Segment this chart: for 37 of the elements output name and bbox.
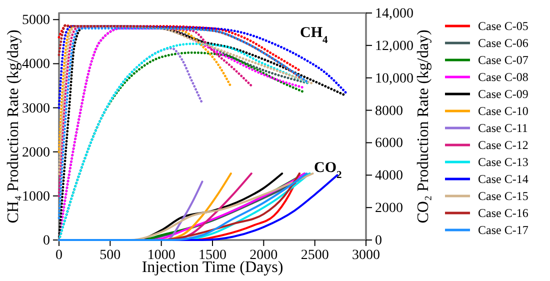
legend-label: Case C-06	[478, 36, 528, 50]
annotation: CO$_{2}$	[314, 160, 342, 180]
legend-label: Case C-07	[478, 53, 528, 67]
legend-label: Case C-11	[478, 121, 528, 135]
line-series	[58, 25, 253, 198]
y2-tick-label: 8000	[375, 104, 403, 119]
x-tick-label: 0	[56, 248, 62, 263]
y2-tick-label: 12,000	[375, 38, 414, 54]
y-tick-label: 4000	[22, 57, 50, 72]
y-tick-label: 3000	[22, 101, 50, 116]
y2-axis-title: CO₂ Production Rate (kg/day)	[415, 30, 432, 224]
legend-label: Case C-16	[478, 206, 528, 220]
y-tick-label: 5000	[22, 13, 50, 28]
legend-label: Case C-09	[478, 87, 528, 101]
legend-label: Case C-13	[478, 155, 528, 169]
y2-tick-label: 10,000	[375, 71, 414, 86]
legend-label: Case C-05	[478, 19, 528, 33]
x-tick-label: 500	[100, 248, 121, 263]
line-series	[58, 25, 347, 109]
legend-label: Case C-10	[478, 104, 528, 118]
annotation: CH$_{4}$	[300, 25, 328, 46]
legend-label: Case C-12	[478, 138, 528, 152]
legend-label: Case C-14	[478, 172, 528, 186]
y-tick-label: 1000	[22, 189, 50, 204]
y-tick-label: 2000	[22, 145, 50, 160]
y2-tick-label: 4000	[375, 168, 403, 184]
y-axis-title: CH₄ Production Rate (kg/day)	[5, 30, 22, 224]
y-tick-label: 0	[43, 233, 50, 248]
x-tick-label: 3000	[352, 248, 380, 263]
y2-tick-label: 14,000	[375, 6, 414, 22]
legend-label: Case C-08	[478, 70, 528, 84]
legend-label: Case C-17	[478, 223, 528, 237]
x-tick-label: 2500	[300, 248, 329, 263]
y2-tick-label: 2000	[375, 201, 403, 216]
y2-tick-label: 6000	[375, 136, 403, 152]
legend-label: Case C-15	[478, 189, 528, 203]
y2-tick-label: 0	[375, 233, 382, 248]
